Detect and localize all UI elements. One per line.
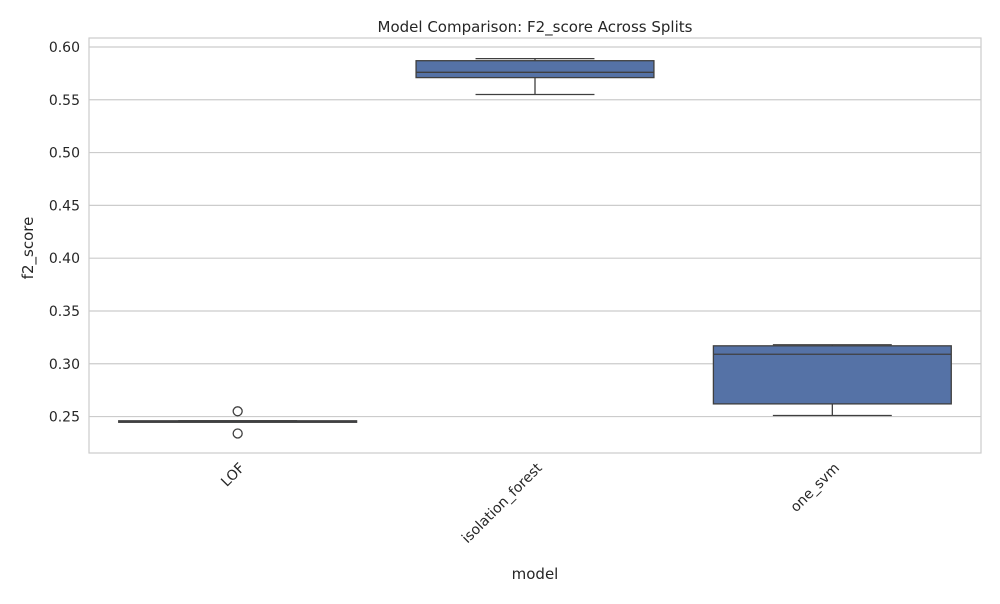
plot-frame bbox=[88, 37, 982, 454]
y-tick-label: 0.30 bbox=[49, 357, 80, 373]
x-tick-label: LOF bbox=[218, 460, 248, 490]
box-iqr bbox=[712, 345, 952, 405]
grid bbox=[89, 46, 981, 418]
x-tick-labels: LOF isolation_forest one_svm bbox=[218, 460, 843, 547]
outlier-point bbox=[232, 406, 243, 417]
y-tick-label: 0.45 bbox=[49, 198, 80, 214]
box-LOF bbox=[118, 406, 358, 439]
x-tick-label: isolation_forest bbox=[459, 460, 546, 547]
y-tick-label: 0.55 bbox=[49, 93, 80, 109]
outlier-point bbox=[232, 428, 243, 439]
y-tick-label: 0.40 bbox=[49, 251, 80, 267]
x-tick-label: one_svm bbox=[788, 460, 843, 515]
chart-title: Model Comparison: F2_score Across Splits bbox=[378, 18, 693, 37]
boxes bbox=[118, 57, 952, 439]
y-tick-label: 0.35 bbox=[49, 304, 80, 320]
box-iqr bbox=[415, 60, 655, 79]
y-tick-label: 0.60 bbox=[49, 40, 80, 56]
box-isolation_forest bbox=[415, 57, 655, 96]
y-tick-label: 0.25 bbox=[49, 410, 80, 426]
y-tick-labels: 0.25 0.30 0.35 0.40 0.45 0.50 0.55 0.60 bbox=[49, 40, 80, 426]
x-axis-label: model bbox=[512, 565, 559, 583]
box-one_svm bbox=[712, 344, 952, 417]
y-axis-label: f2_score bbox=[19, 217, 38, 280]
y-tick-label: 0.50 bbox=[49, 146, 80, 162]
